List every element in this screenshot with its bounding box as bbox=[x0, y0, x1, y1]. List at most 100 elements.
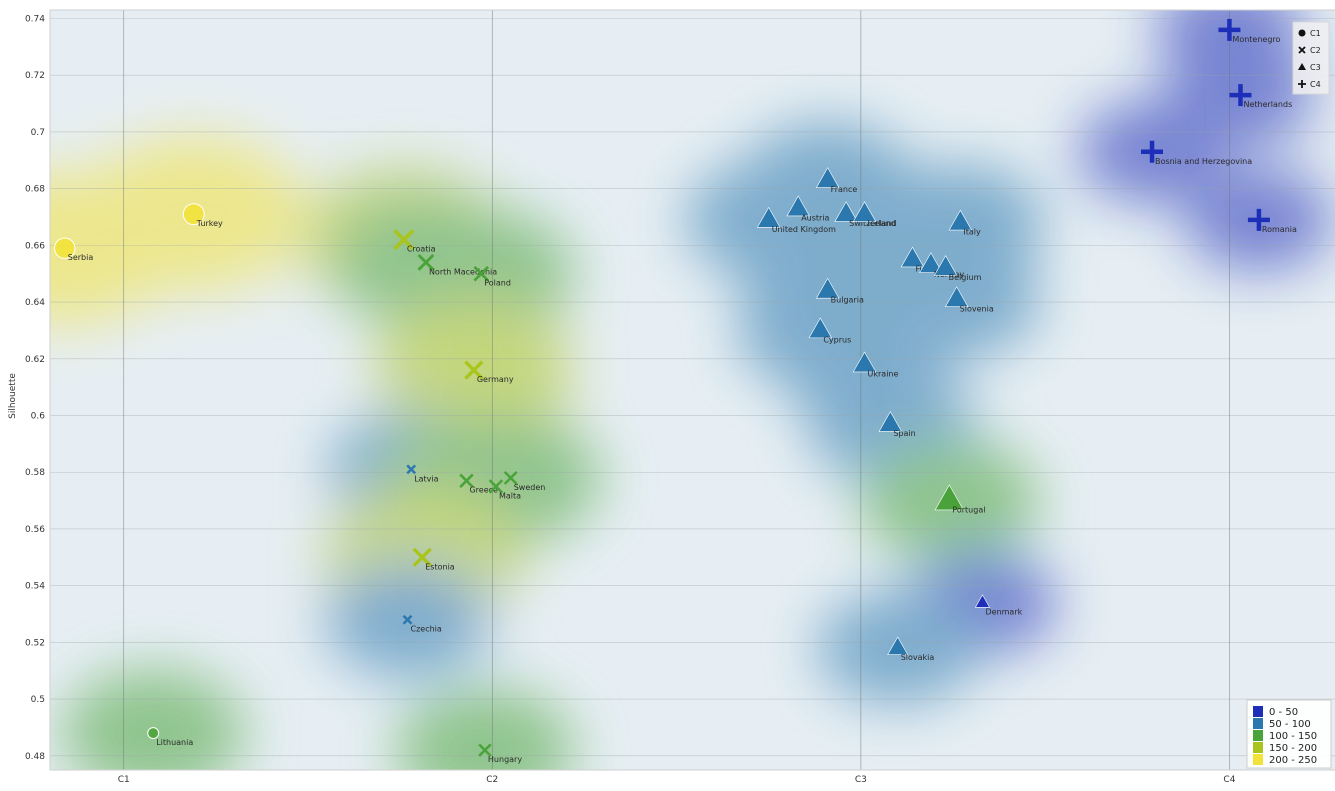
point-label: Slovenia bbox=[960, 304, 994, 313]
data-point: Croatia bbox=[393, 229, 436, 254]
data-point: Netherlands bbox=[1229, 84, 1292, 109]
data-point: Cyprus bbox=[808, 317, 851, 344]
grid-lines bbox=[50, 10, 1335, 770]
point-label: Estonia bbox=[425, 562, 455, 571]
data-point: Poland bbox=[473, 265, 511, 288]
point-label: Romania bbox=[1262, 225, 1297, 234]
point-marker-c4 bbox=[1247, 208, 1270, 231]
data-point: Bulgaria bbox=[815, 277, 864, 305]
data-point: Ukraine bbox=[852, 351, 899, 378]
data-points: Serbia Turkey Lithuania Croatia North Macedo… bbox=[54, 18, 1297, 764]
point-label: Turkey bbox=[196, 219, 223, 228]
y-tick-label: 0.6 bbox=[31, 412, 46, 422]
point-label: Denmark bbox=[985, 608, 1022, 617]
point-marker-c2 bbox=[417, 253, 435, 271]
point-label: Netherlands bbox=[1243, 100, 1292, 109]
data-point: North Macedonia bbox=[417, 253, 497, 276]
point-marker-c3 bbox=[756, 206, 781, 228]
point-marker-c2 bbox=[473, 265, 490, 282]
shape-legend-item: C4 bbox=[1298, 80, 1321, 89]
point-label: Spain bbox=[893, 429, 915, 438]
x-tick-label: C2 bbox=[486, 775, 498, 785]
point-marker-c3 bbox=[934, 484, 964, 511]
axes: 0.48 0.5 0.52 0.54 0.56 0.58 0.6 0.62 0.64 0.66 0.… bbox=[25, 15, 1236, 785]
triangle-legend-icon bbox=[1298, 63, 1306, 70]
point-label: Ukraine bbox=[868, 369, 899, 378]
point-label: Slovakia bbox=[901, 653, 935, 662]
color-legend-item: 150 - 200 bbox=[1253, 742, 1317, 754]
point-label: Serbia bbox=[68, 253, 94, 262]
color-legend-label: 0 - 50 bbox=[1269, 707, 1298, 718]
point-label: Montenegro bbox=[1232, 35, 1280, 44]
point-marker-c2 bbox=[459, 473, 474, 488]
data-point: Lithuania bbox=[147, 727, 193, 747]
data-point: United Kingdom bbox=[756, 206, 836, 234]
point-label: Latvia bbox=[414, 474, 438, 483]
y-tick-label: 0.48 bbox=[25, 752, 45, 762]
color-legend-label: 100 - 150 bbox=[1269, 731, 1317, 742]
shape-legend-label: C4 bbox=[1310, 80, 1321, 89]
color-legend-label: 200 - 250 bbox=[1269, 755, 1317, 766]
y-tick-label: 0.52 bbox=[25, 638, 45, 648]
y-tick-label: 0.62 bbox=[25, 355, 45, 365]
shape-legend-label: C2 bbox=[1310, 46, 1321, 55]
point-marker-c3 bbox=[919, 252, 943, 273]
point-marker-c3 bbox=[808, 317, 833, 339]
color-swatch bbox=[1253, 730, 1263, 741]
data-point: Iceland bbox=[852, 201, 896, 228]
point-label: Switzerland bbox=[849, 219, 896, 228]
color-legend-item: 200 - 250 bbox=[1253, 754, 1317, 766]
point-marker-c1 bbox=[182, 203, 205, 226]
point-marker-c3 bbox=[834, 201, 858, 222]
y-tick-label: 0.7 bbox=[31, 128, 45, 138]
point-marker-c2 bbox=[402, 614, 413, 625]
point-marker-c4 bbox=[1229, 84, 1252, 107]
shape-legend-item: C1 bbox=[1298, 29, 1321, 38]
plus-legend-icon bbox=[1298, 80, 1306, 88]
data-point: Italy bbox=[948, 209, 981, 237]
point-marker-c3 bbox=[815, 277, 840, 299]
point-marker-c2 bbox=[393, 229, 415, 251]
point-label: Hungary bbox=[488, 755, 522, 764]
data-point: Bosnia and Herzegovina bbox=[1141, 140, 1252, 166]
shape-legend-label: C1 bbox=[1310, 29, 1321, 38]
point-marker-c3 bbox=[944, 286, 969, 307]
data-point: Slovenia bbox=[944, 286, 994, 313]
data-point: Estonia bbox=[412, 547, 455, 571]
point-label: Poland bbox=[484, 279, 511, 288]
y-tick-label: 0.66 bbox=[25, 241, 45, 251]
point-label: North Macedonia bbox=[429, 267, 497, 276]
color-legend-item: 0 - 50 bbox=[1253, 706, 1298, 718]
y-tick-label: 0.68 bbox=[25, 185, 45, 195]
point-marker-c4 bbox=[1141, 140, 1164, 163]
data-point: Spain bbox=[878, 411, 916, 438]
shape-legend-label: C3 bbox=[1310, 63, 1321, 72]
point-marker-c2 bbox=[406, 464, 417, 475]
point-marker-c3 bbox=[852, 201, 877, 222]
data-point: Czechia bbox=[402, 614, 442, 634]
data-point: Serbia bbox=[54, 237, 94, 262]
shape-legend: C1 C2 C3 C4 bbox=[1292, 21, 1330, 95]
point-marker-c3 bbox=[974, 594, 991, 608]
point-label: Croatia bbox=[407, 245, 436, 254]
point-marker-c2 bbox=[412, 547, 432, 567]
point-marker-c1 bbox=[54, 237, 76, 259]
color-legend-item: 50 - 100 bbox=[1253, 718, 1311, 730]
point-label: Bosnia and Herzegovina bbox=[1155, 157, 1252, 166]
y-tick-label: 0.5 bbox=[31, 695, 45, 705]
point-marker-c3 bbox=[900, 246, 925, 268]
x-legend-icon bbox=[1298, 46, 1306, 54]
point-label: Bulgaria bbox=[831, 296, 864, 305]
point-label: France bbox=[831, 185, 858, 194]
point-label: Lithuania bbox=[156, 738, 193, 747]
point-marker-c3 bbox=[933, 255, 958, 276]
y-tick-label: 0.58 bbox=[25, 468, 45, 478]
data-point: Denmark bbox=[974, 594, 1023, 617]
y-tick-label: 0.72 bbox=[25, 71, 45, 81]
shape-legend-item: C2 bbox=[1298, 46, 1321, 55]
point-label: Germany bbox=[477, 375, 514, 384]
